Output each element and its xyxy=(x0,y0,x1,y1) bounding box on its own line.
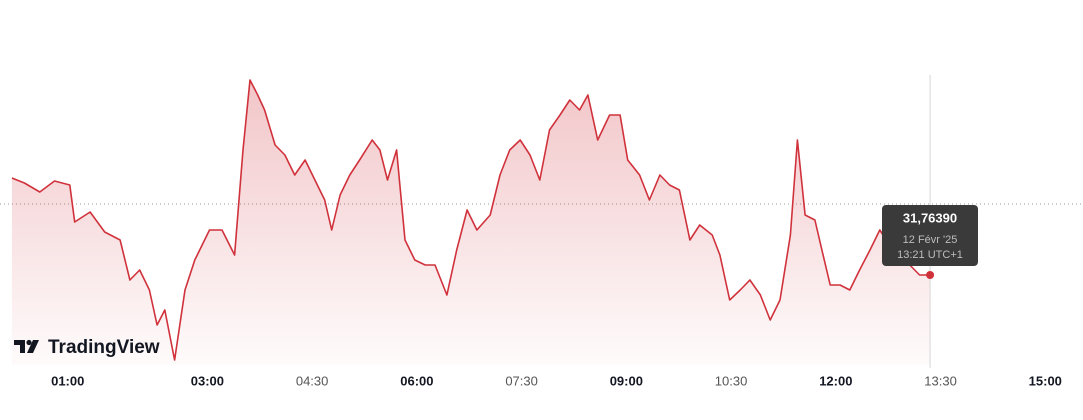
x-tick-label: 04:30 xyxy=(296,373,329,388)
x-tick-label: 06:00 xyxy=(400,373,433,388)
price-line xyxy=(11,79,931,361)
tooltip-date: 12 Févr '25 xyxy=(903,234,958,246)
x-tick-label: 13:30 xyxy=(924,373,957,388)
x-tick-label: 15:00 xyxy=(1029,373,1062,388)
x-tick-label: 07:30 xyxy=(505,373,538,388)
area xyxy=(11,80,931,365)
tooltip-time: 13:21 UTC+1 xyxy=(897,249,963,261)
x-tick-label: 10:30 xyxy=(715,373,748,388)
x-tick-label: 09:00 xyxy=(610,373,643,388)
tooltip: 31,76390 12 Févr '25 13:21 UTC+1 xyxy=(882,205,978,266)
brand-logo: TradingView xyxy=(14,337,160,358)
x-tick-label: 01:00 xyxy=(51,373,84,388)
brand-name: TradingView xyxy=(48,337,160,358)
x-tick-label: 12:00 xyxy=(819,373,852,388)
tooltip-price: 31,76390 xyxy=(903,210,957,225)
last-point xyxy=(926,271,935,279)
x-tick-label: 03:00 xyxy=(191,373,224,388)
